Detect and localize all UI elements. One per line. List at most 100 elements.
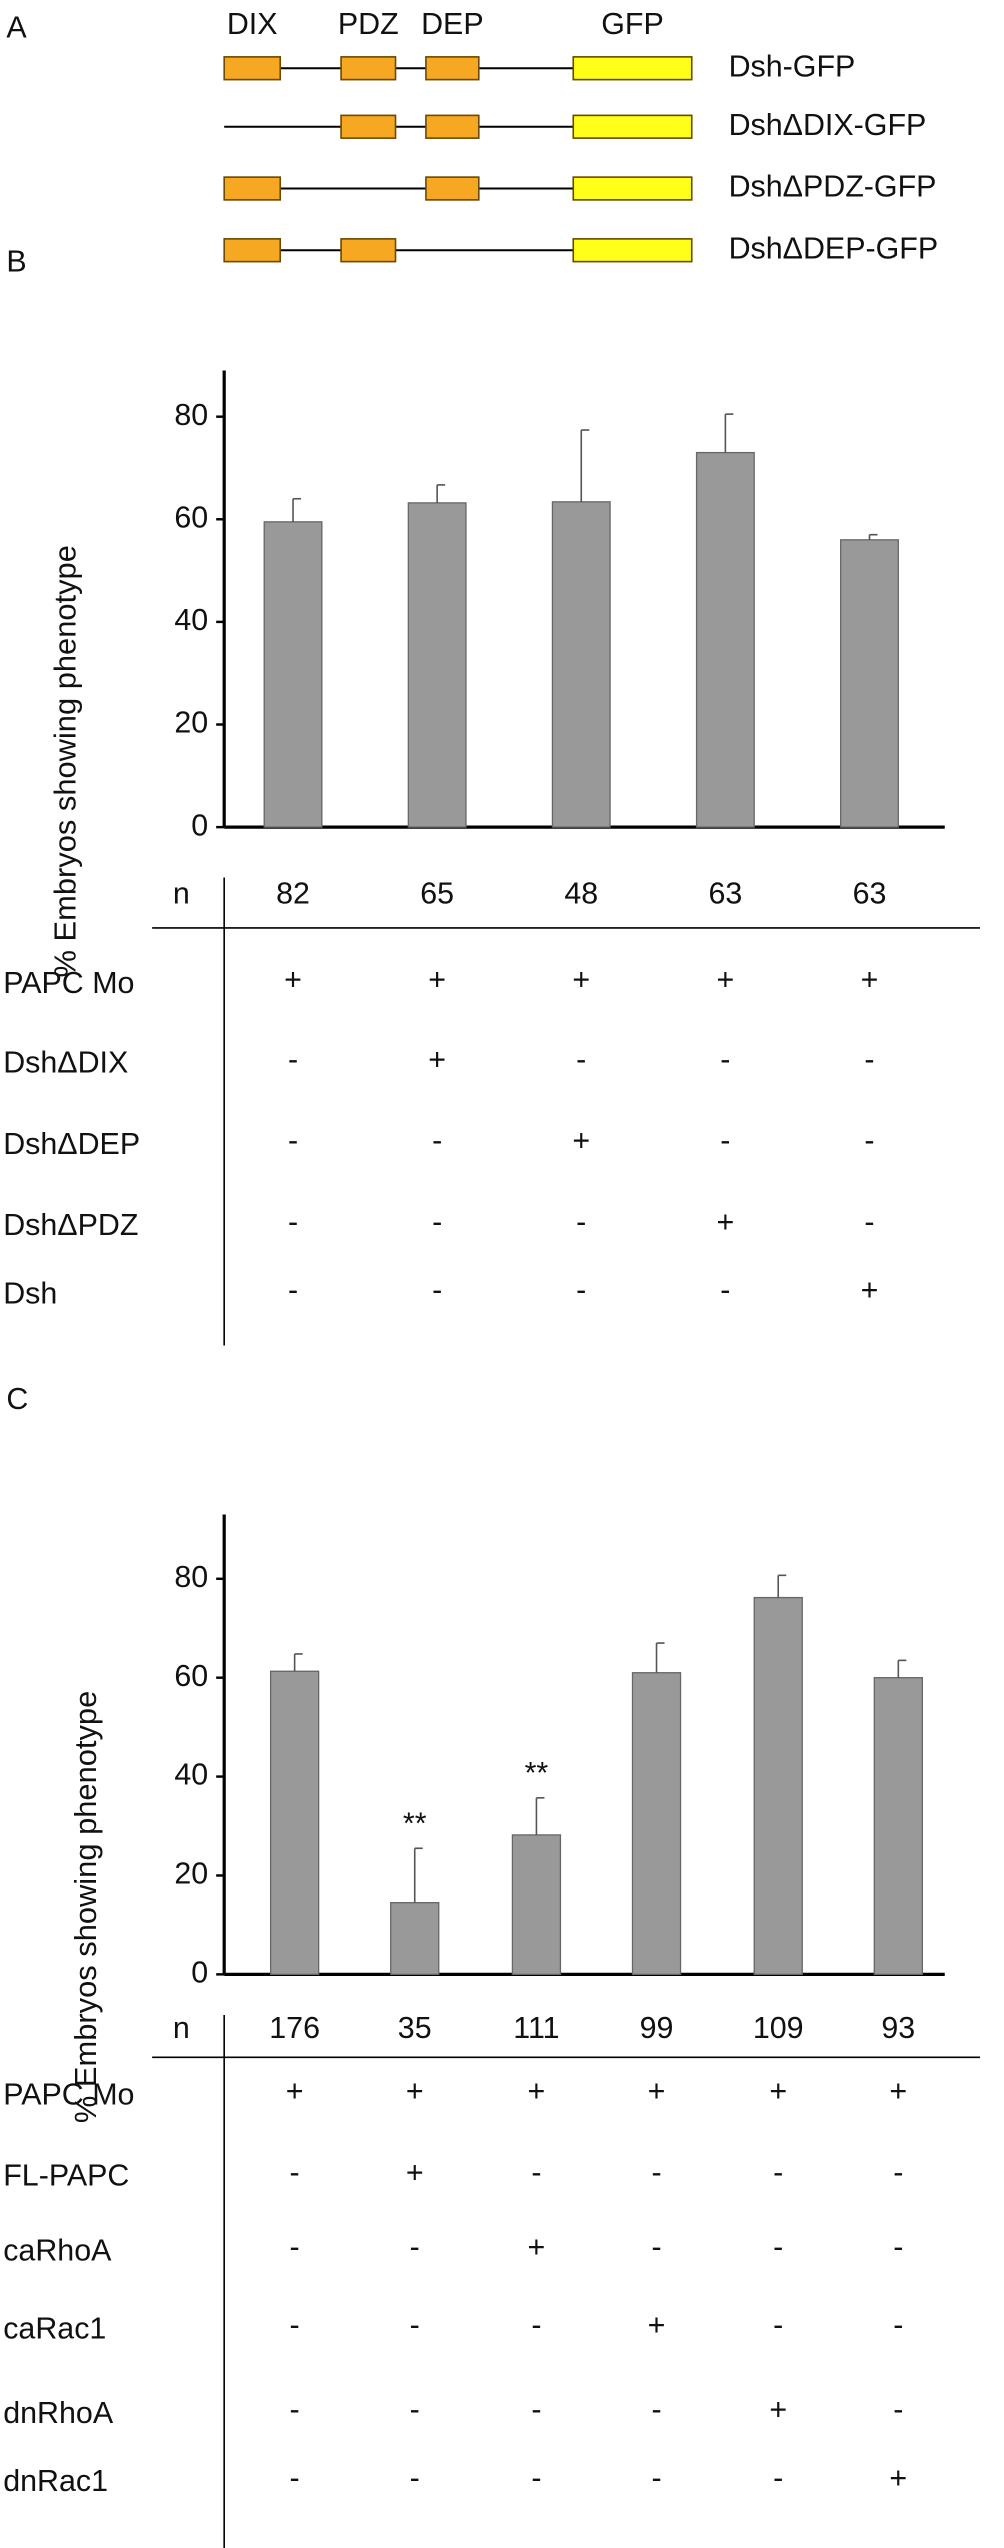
cell: - (410, 2461, 420, 2495)
bar (873, 1677, 923, 1976)
construct-label: Dsh-GFP (729, 49, 856, 83)
bar (753, 1596, 803, 1976)
cell: - (288, 1123, 298, 1157)
cell: - (288, 1042, 298, 1076)
cell: + (284, 962, 302, 996)
bar (263, 521, 323, 828)
cell: - (531, 2155, 541, 2189)
cell: + (861, 1273, 879, 1307)
domain-label: DEP (421, 7, 484, 41)
cell: - (893, 2155, 903, 2189)
y-axis-label: % Embryos showing phenotype (48, 545, 82, 977)
cell: - (288, 1205, 298, 1239)
domain-box (340, 114, 397, 139)
row-label: dnRac1 (3, 2464, 108, 2498)
construct-label: DshΔDIX-GFP (729, 108, 927, 142)
cell: - (864, 1123, 874, 1157)
cell: - (893, 2392, 903, 2426)
domain-box (425, 176, 480, 201)
cell: - (290, 2308, 300, 2342)
significance: ** (403, 1806, 427, 1840)
n-value: 63 (708, 876, 742, 910)
domain-label: PDZ (338, 7, 399, 41)
cell: - (531, 2461, 541, 2495)
bar (511, 1834, 562, 1976)
construct-label: DshΔPDZ-GFP (729, 169, 937, 203)
cell: + (406, 2155, 424, 2189)
cell: + (716, 1205, 734, 1239)
cell: - (290, 2230, 300, 2264)
cell: - (651, 2230, 661, 2264)
cell: + (889, 2074, 907, 2108)
domain-box (425, 56, 480, 81)
cell: - (576, 1042, 586, 1076)
cell: - (773, 2308, 783, 2342)
domain-box (425, 114, 480, 139)
cell: - (720, 1273, 730, 1307)
cell: - (651, 2461, 661, 2495)
n-value: 48 (564, 876, 598, 910)
domain-label: DIX (227, 7, 278, 41)
cell: + (716, 962, 734, 996)
y-tick-label: 40 (174, 1758, 208, 1792)
cell: + (861, 962, 879, 996)
cell: + (406, 2074, 424, 2108)
panel-label: A (6, 10, 27, 44)
cell: - (893, 2230, 903, 2264)
cell: + (428, 962, 446, 996)
cell: + (769, 2074, 787, 2108)
domain-box (223, 238, 282, 263)
bar (631, 1672, 682, 1976)
cell: - (410, 2230, 420, 2264)
cell: - (290, 2155, 300, 2189)
cell: - (773, 2155, 783, 2189)
y-tick-label: 0 (191, 808, 208, 842)
cell: - (432, 1123, 442, 1157)
domain-box (572, 176, 693, 201)
y-tick-label: 0 (191, 1955, 208, 1989)
cell: - (864, 1205, 874, 1239)
cell: + (528, 2074, 546, 2108)
row-label: DshΔDIX (3, 1045, 128, 1079)
cell: + (648, 2308, 666, 2342)
y-tick-label: 60 (174, 500, 208, 534)
bar (551, 501, 611, 828)
cell: + (572, 1123, 590, 1157)
n-value: 35 (398, 2011, 432, 2045)
n-value: 65 (420, 876, 454, 910)
domain-box (223, 56, 282, 81)
row-label: DshΔPDZ (3, 1208, 138, 1242)
cell: + (769, 2392, 787, 2426)
domain-box (572, 114, 693, 139)
bar (695, 451, 755, 828)
y-tick-label: 20 (174, 1856, 208, 1890)
row-label: FL-PAPC (3, 2158, 129, 2192)
y-axis-label: % Embryos showing phenotype (69, 1691, 103, 2123)
y-tick-label: 80 (174, 1560, 208, 1594)
n-value: 63 (853, 876, 887, 910)
cell: - (893, 2308, 903, 2342)
bar (390, 1902, 440, 1976)
cell: - (720, 1123, 730, 1157)
cell: + (572, 962, 590, 996)
cell: - (290, 2461, 300, 2495)
domain-box (340, 56, 397, 81)
row-label: Dsh (3, 1276, 57, 1310)
cell: - (576, 1273, 586, 1307)
cell: + (648, 2074, 666, 2108)
cell: - (864, 1042, 874, 1076)
bar (840, 539, 899, 828)
cell: - (410, 2308, 420, 2342)
domain-box (223, 176, 282, 201)
domain-box (340, 238, 397, 263)
cell: - (290, 2392, 300, 2426)
n-value: 93 (881, 2011, 915, 2045)
bar (269, 1670, 320, 1976)
cell: - (651, 2392, 661, 2426)
cell: - (576, 1205, 586, 1239)
cell: + (286, 2074, 304, 2108)
cell: - (773, 2230, 783, 2264)
row-label: caRac1 (3, 2311, 106, 2345)
